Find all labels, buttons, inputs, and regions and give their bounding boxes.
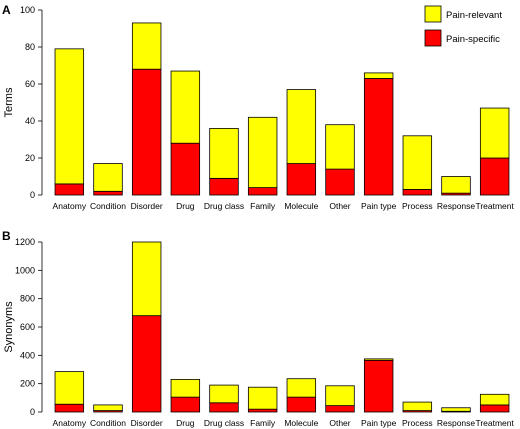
x-category-label: Pain type: [361, 201, 397, 211]
bar-pain-specific-drug: [170, 396, 201, 413]
bar-pain-specific-pain-type: [363, 359, 394, 413]
x-category-label: Response: [437, 418, 476, 428]
y-tick-label: 400: [20, 350, 35, 360]
bar-pain-relevant-drug: [170, 70, 201, 144]
x-category-label: Other: [329, 201, 350, 211]
y-tick-label: 100: [20, 5, 35, 15]
bar-pain-relevant-molecule: [286, 378, 317, 398]
bar-pain-specific-drug: [170, 142, 201, 196]
bar-pain-specific-family: [247, 187, 278, 196]
bar-pain-specific-condition: [93, 190, 123, 196]
bar-pain-relevant-molecule: [286, 89, 317, 164]
x-category-label: Other: [329, 418, 350, 428]
bar-pain-relevant-other: [325, 124, 355, 170]
bar-pain-relevant-treatment: [479, 107, 510, 159]
y-tick-label: 1000: [15, 265, 35, 275]
x-category-label: Anatomy: [53, 418, 87, 428]
bar-pain-specific-process: [402, 189, 433, 196]
bar-pain-specific-drug-class: [209, 177, 239, 196]
x-category-label: Disorder: [131, 418, 163, 428]
legend-swatch-pain-relevant: [424, 5, 442, 23]
x-category-label: Molecule: [284, 201, 318, 211]
panel-b-synonyms: B 0 200 400 600 800 1000 1200 Synonyms Anatomy Con…: [2, 229, 515, 428]
bar-pain-relevant-disorder: [131, 22, 162, 70]
bar-pain-specific-drug-class: [209, 402, 239, 413]
x-category-label: Response: [437, 201, 476, 211]
bar-pain-relevant-response: [441, 407, 471, 412]
y-tick-label: 1200: [15, 237, 35, 247]
x-category-label: Drug class: [204, 201, 244, 211]
x-category-label: Pain type: [361, 418, 397, 428]
legend-swatch-pain-specific: [424, 29, 442, 47]
bar-pain-relevant-drug: [170, 379, 201, 398]
x-category-label: Treatment: [475, 201, 514, 211]
bar-pain-relevant-other: [325, 385, 355, 407]
bar-pain-relevant-drug-class: [209, 384, 239, 404]
x-category-label: Condition: [90, 201, 126, 211]
x-category-label: Treatment: [475, 418, 514, 428]
bar-pain-specific-anatomy: [54, 403, 85, 413]
y-tick-label: 200: [20, 379, 35, 389]
y-tick-label: 40: [25, 116, 35, 126]
bar-pain-relevant-condition: [93, 404, 123, 411]
bar-pain-specific-molecule: [286, 163, 317, 196]
legend-label-pain-relevant: Pain-relevant: [446, 10, 502, 21]
bar-pain-relevant-drug-class: [209, 127, 239, 179]
bar-pain-specific-disorder: [131, 315, 162, 413]
panel-a-terms: A 0 20 40 60 80 100 Terms Anatomy Condition Disord…: [2, 3, 515, 211]
x-category-label: Process: [402, 201, 433, 211]
bar-pain-relevant-response: [441, 176, 471, 194]
bar-pain-relevant-process: [402, 401, 433, 411]
bar-pain-relevant-family: [247, 386, 278, 410]
bar-pain-relevant-anatomy: [54, 371, 85, 405]
bar-pain-relevant-anatomy: [54, 48, 85, 185]
x-category-label: Drug class: [204, 418, 244, 428]
x-category-label: Disorder: [131, 201, 163, 211]
bar-pain-specific-anatomy: [54, 183, 85, 196]
y-tick-label: 600: [20, 322, 35, 332]
bar-pain-specific-treatment: [479, 157, 510, 196]
x-category-label: Anatomy: [53, 201, 87, 211]
y-tick-label: 0: [30, 407, 35, 417]
y-axis-title: Synonyms: [3, 301, 15, 353]
bar-pain-specific-pain-type: [363, 78, 394, 196]
bar-pain-relevant-pain-type: [363, 72, 394, 79]
x-category-label: Family: [250, 201, 276, 211]
y-tick-label: 20: [25, 153, 35, 163]
bar-pain-relevant-condition: [93, 163, 123, 192]
panel-letter-b: B: [2, 229, 11, 243]
x-category-label: Process: [402, 418, 433, 428]
bar-pain-relevant-family: [247, 116, 278, 189]
legend-label-pain-specific: Pain-specific: [446, 34, 500, 45]
x-category-label: Drug: [176, 418, 195, 428]
bar-pain-relevant-treatment: [479, 393, 510, 406]
bar-pain-specific-other: [325, 168, 355, 196]
bar-pain-specific-treatment: [479, 404, 510, 413]
legend: Pain-relevant Pain-specific: [424, 5, 502, 47]
bar-pain-relevant-disorder: [131, 241, 162, 317]
x-category-label: Condition: [90, 418, 126, 428]
y-axis-title: Terms: [3, 87, 15, 117]
y-tick-label: 80: [25, 42, 35, 52]
bar-pain-relevant-process: [402, 135, 433, 190]
y-tick-label: 0: [30, 190, 35, 200]
x-category-label: Family: [250, 418, 276, 428]
y-tick-label: 60: [25, 79, 35, 89]
bar-pain-specific-family: [247, 408, 278, 413]
bar-pain-specific-other: [325, 405, 355, 413]
bar-pain-specific-disorder: [131, 68, 162, 196]
bar-pain-specific-molecule: [286, 396, 317, 413]
panel-letter-a: A: [2, 3, 11, 17]
x-category-label: Molecule: [284, 418, 318, 428]
y-tick-label: 800: [20, 294, 35, 304]
bar-pain-relevant-pain-type: [363, 358, 394, 361]
x-category-label: Drug: [176, 201, 195, 211]
